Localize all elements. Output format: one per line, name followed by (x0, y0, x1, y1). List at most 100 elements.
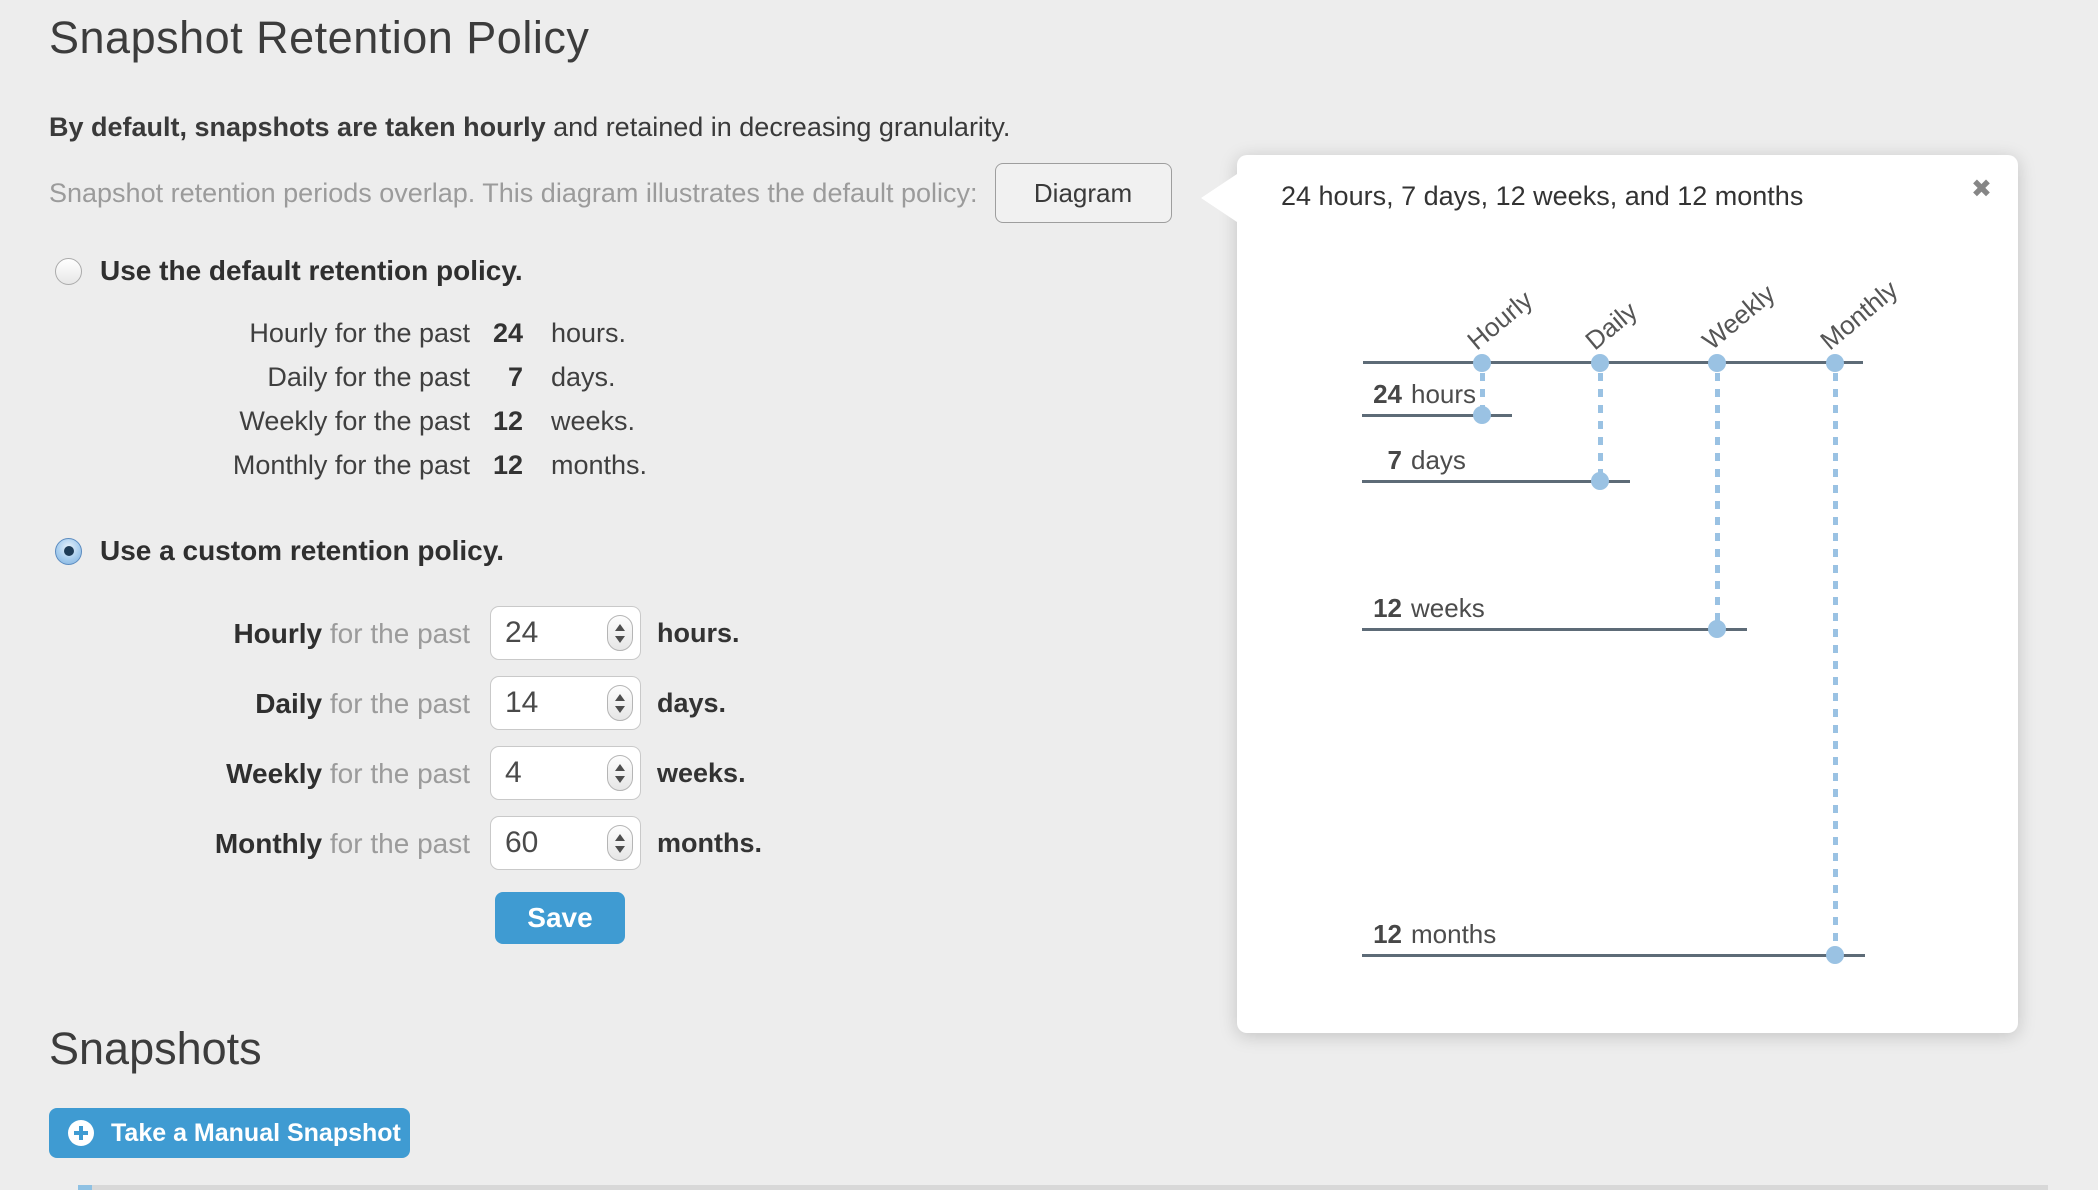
row-label-bold: Weekly (226, 758, 323, 789)
row-prefix: Daily for the past (267, 361, 470, 392)
popover-arrow (1201, 174, 1237, 222)
plus-icon (68, 1120, 94, 1146)
monthly-input[interactable] (505, 817, 600, 869)
daily-stepper[interactable] (607, 685, 633, 721)
row-unit: days. (657, 688, 727, 718)
diagram-span-label: 12 weeks (1362, 593, 1485, 624)
span-num: 12 (1373, 593, 1402, 623)
diagram-span-label: 7 days (1362, 445, 1466, 476)
weekly-stepper[interactable] (607, 755, 633, 791)
daily-input[interactable] (505, 677, 600, 729)
stepper-up-icon[interactable] (615, 763, 625, 771)
diagram-dot (1473, 354, 1491, 372)
intro-text-rest: and retained in decreasing granularity. (545, 112, 1011, 142)
custom-policy-radio-label: Use a custom retention policy. (100, 535, 505, 566)
diagram-dot (1708, 354, 1726, 372)
row-prefix: Hourly for the past (249, 317, 470, 348)
row-value: 12 (492, 449, 523, 480)
diagram-span-line (1362, 414, 1512, 417)
row-label-bold: Monthly (214, 828, 323, 859)
default-policy-radio[interactable] (55, 257, 82, 285)
diagram-dot (1708, 620, 1726, 638)
row-label-bold: Hourly (233, 618, 323, 649)
row-label-suffix: for the past (322, 828, 470, 859)
default-policy-row: Hourly for the past 24 hours. (49, 311, 647, 355)
row-unit: days. (551, 361, 616, 392)
intro-text-bold: By default, snapshots are taken hourly (49, 112, 546, 142)
diagram-dot (1591, 354, 1609, 372)
diagram-dot (1473, 406, 1491, 424)
diagram-dot (1826, 946, 1844, 964)
row-unit: hours. (551, 317, 627, 348)
row-label-bold: Daily (255, 688, 323, 719)
row-label-suffix: for the past (322, 618, 470, 649)
diagram-column-label: Daily (1579, 295, 1643, 356)
custom-policy-radio[interactable] (55, 537, 82, 565)
diagram-timeline (1363, 361, 1863, 364)
default-policy-row: Weekly for the past 12 weeks. (49, 399, 647, 443)
intro-text: By default, snapshots are taken hourly a… (49, 112, 1010, 143)
stepper-down-icon[interactable] (615, 845, 625, 853)
stepper-up-icon[interactable] (615, 693, 625, 701)
daily-input-box (490, 676, 641, 730)
stepper-down-icon[interactable] (615, 775, 625, 783)
diagram-column-label: Weekly (1696, 278, 1781, 356)
span-num: 12 (1373, 919, 1402, 949)
span-unit: hours (1411, 379, 1477, 409)
row-label: Hourly for the past (0, 618, 470, 650)
row-unit: hours. (657, 618, 740, 648)
row-unit: months. (657, 828, 762, 858)
popover-title: 24 hours, 7 days, 12 weeks, and 12 month… (1281, 181, 1804, 211)
table-top-edge (92, 1185, 2048, 1190)
row-unit: months. (551, 449, 648, 480)
table-top-edge-accent (78, 1185, 92, 1190)
row-label: Weekly for the past (0, 758, 470, 790)
hourly-input[interactable] (505, 607, 600, 659)
diagram-dash-hourly (1480, 373, 1485, 407)
row-value: 7 (507, 361, 523, 392)
retention-diagram-popover: 24 hours, 7 days, 12 weeks, and 12 month… (1201, 155, 2018, 1033)
diagram-button[interactable]: Diagram (994, 163, 1172, 223)
diagram-span-line (1362, 954, 1865, 957)
take-manual-snapshot-button[interactable]: Take a Manual Snapshot (49, 1108, 410, 1158)
row-value: 24 (492, 317, 523, 348)
hourly-input-box (490, 606, 641, 660)
snapshots-heading: Snapshots (49, 1023, 262, 1074)
overlap-note: Snapshot retention periods overlap. This… (49, 177, 978, 208)
diagram-span-line (1362, 628, 1747, 631)
stepper-up-icon[interactable] (615, 623, 625, 631)
diagram-column-label: Monthly (1814, 274, 1904, 356)
diagram-dash-daily (1598, 373, 1603, 473)
diagram-span-line (1362, 480, 1630, 483)
row-prefix: Weekly for the past (239, 405, 470, 436)
span-num: 24 (1373, 379, 1402, 409)
row-unit: weeks. (657, 758, 746, 788)
stepper-down-icon[interactable] (615, 705, 625, 713)
stepper-down-icon[interactable] (615, 635, 625, 643)
row-value: 12 (492, 405, 523, 436)
diagram-column-label: Hourly (1461, 284, 1539, 356)
stepper-up-icon[interactable] (615, 833, 625, 841)
save-button[interactable]: Save (495, 892, 625, 944)
take-manual-snapshot-label: Take a Manual Snapshot (111, 1118, 401, 1147)
weekly-input-box (490, 746, 641, 800)
span-unit: days (1411, 445, 1466, 475)
diagram-dot (1826, 354, 1844, 372)
span-unit: weeks (1411, 593, 1485, 623)
default-policy-row: Monthly for the past 12 months. (49, 443, 647, 487)
default-policy-radio-label: Use the default retention policy. (100, 255, 523, 286)
default-policy-row: Daily for the past 7 days. (49, 355, 647, 399)
hourly-stepper[interactable] (607, 615, 633, 651)
row-prefix: Monthly for the past (232, 449, 470, 480)
row-label: Daily for the past (0, 688, 470, 720)
close-icon[interactable]: ✖ (1971, 175, 1992, 203)
diagram-dash-weekly (1715, 373, 1720, 621)
monthly-input-box (490, 816, 641, 870)
row-unit: weeks. (551, 405, 636, 436)
monthly-stepper[interactable] (607, 825, 633, 861)
row-label: Monthly for the past (0, 828, 470, 860)
page-title: Snapshot Retention Policy (49, 12, 590, 63)
span-num: 7 (1387, 445, 1402, 475)
weekly-input[interactable] (505, 747, 600, 799)
row-label-suffix: for the past (322, 758, 470, 789)
